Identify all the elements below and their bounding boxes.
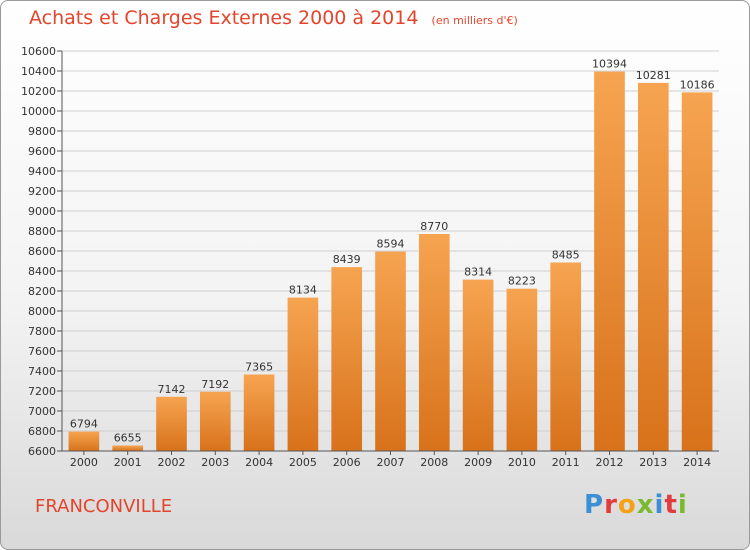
data-label: 8485 (552, 249, 580, 262)
x-tick-label: 2011 (552, 456, 580, 469)
x-tick-label: 2009 (464, 456, 492, 469)
x-tick-label: 2005 (289, 456, 317, 469)
data-label: 7365 (245, 361, 273, 374)
x-tick-label: 2003 (201, 456, 229, 469)
data-label: 6655 (114, 432, 142, 445)
y-tick-label: 10400 (21, 65, 56, 78)
logo-letter: x (636, 490, 655, 520)
bar-2012 (594, 71, 625, 451)
x-tick-label: 2002 (158, 456, 186, 469)
bar-2013 (637, 82, 669, 452)
labels-layer: 2000 6794 2001 6655 2002 7142 2003 7192 2004 7365… (70, 58, 715, 469)
logo-letter: P (584, 490, 605, 520)
x-tick-label: 2006 (333, 456, 361, 469)
y-tick-label: 6800 (28, 425, 56, 438)
y-tick-label: 8600 (28, 245, 56, 258)
x-tick-label: 2014 (683, 456, 711, 469)
proxiti-logo: Proxiti (584, 490, 688, 520)
y-tick-label: 9600 (28, 145, 56, 158)
y-tick-label: 9200 (28, 185, 56, 198)
data-label: 8594 (377, 238, 405, 251)
y-tick-label: 10200 (21, 85, 56, 98)
y-tick-label: 8800 (28, 225, 56, 238)
y-tick-label: 7800 (28, 325, 56, 338)
bar-2014 (681, 92, 713, 452)
y-tick-label: 8400 (28, 265, 56, 278)
x-tick-label: 2008 (420, 456, 448, 469)
y-tick-label: 10600 (21, 45, 56, 58)
x-tick-label: 2004 (245, 456, 273, 469)
y-tick-label: 10000 (21, 105, 56, 118)
x-tick-label: 2010 (508, 456, 536, 469)
axis-layer: 6600 6800 7000 7200 7400 7600 7800 8000 8200 8400… (21, 45, 719, 458)
x-tick-label: 2012 (596, 456, 624, 469)
x-tick-label: 2001 (114, 456, 142, 469)
data-label: 8134 (289, 284, 317, 297)
bar-2000 (68, 431, 100, 451)
logo-letter: t (664, 490, 678, 520)
bars-layer (68, 71, 713, 452)
chart-subtitle: (en milliers d'€) (431, 14, 518, 27)
x-tick-label: 2007 (377, 456, 405, 469)
y-tick-label: 9000 (28, 205, 56, 218)
bar-2010 (506, 288, 538, 451)
y-tick-label: 8200 (28, 285, 56, 298)
chart-title-block: Achats et Charges Externes 2000 à 2014 (… (29, 7, 518, 29)
logo-letter: i (677, 490, 688, 520)
y-tick-label: 9400 (28, 165, 56, 178)
x-tick-label: 2013 (639, 456, 667, 469)
logo-letter: i (654, 490, 665, 520)
data-label: 7192 (201, 378, 229, 391)
bar-2011 (550, 262, 582, 451)
bar-2008 (418, 234, 450, 451)
data-label: 8314 (464, 266, 492, 279)
bar-2001 (112, 445, 144, 451)
y-tick-label: 7400 (28, 365, 56, 378)
data-label: 10186 (680, 78, 715, 91)
city-name: FRANCONVILLE (35, 496, 173, 517)
y-tick-label: 9800 (28, 125, 56, 138)
bar-2006 (331, 267, 363, 451)
bar-2004 (243, 374, 275, 451)
bar-2003 (199, 391, 231, 451)
data-label: 7142 (158, 383, 186, 396)
data-label: 6794 (70, 418, 98, 431)
y-tick-label: 8000 (28, 305, 56, 318)
data-label: 10281 (636, 69, 671, 82)
data-label: 8770 (420, 220, 448, 233)
data-label: 8439 (333, 253, 361, 266)
chart-title: Achats et Charges Externes 2000 à 2014 (29, 7, 419, 29)
y-tick-label: 7200 (28, 385, 56, 398)
bar-2009 (462, 279, 494, 451)
bar-2005 (287, 297, 319, 451)
bar-2007 (375, 251, 406, 451)
y-tick-label: 6600 (28, 445, 56, 458)
bar-2002 (156, 396, 187, 451)
data-label: 10394 (592, 58, 627, 71)
data-label: 8223 (508, 275, 536, 288)
logo-letter: r (604, 490, 618, 520)
y-tick-label: 7000 (28, 405, 56, 418)
logo-letter: o (617, 490, 637, 520)
y-tick-label: 7600 (28, 345, 56, 358)
x-tick-label: 2000 (70, 456, 98, 469)
